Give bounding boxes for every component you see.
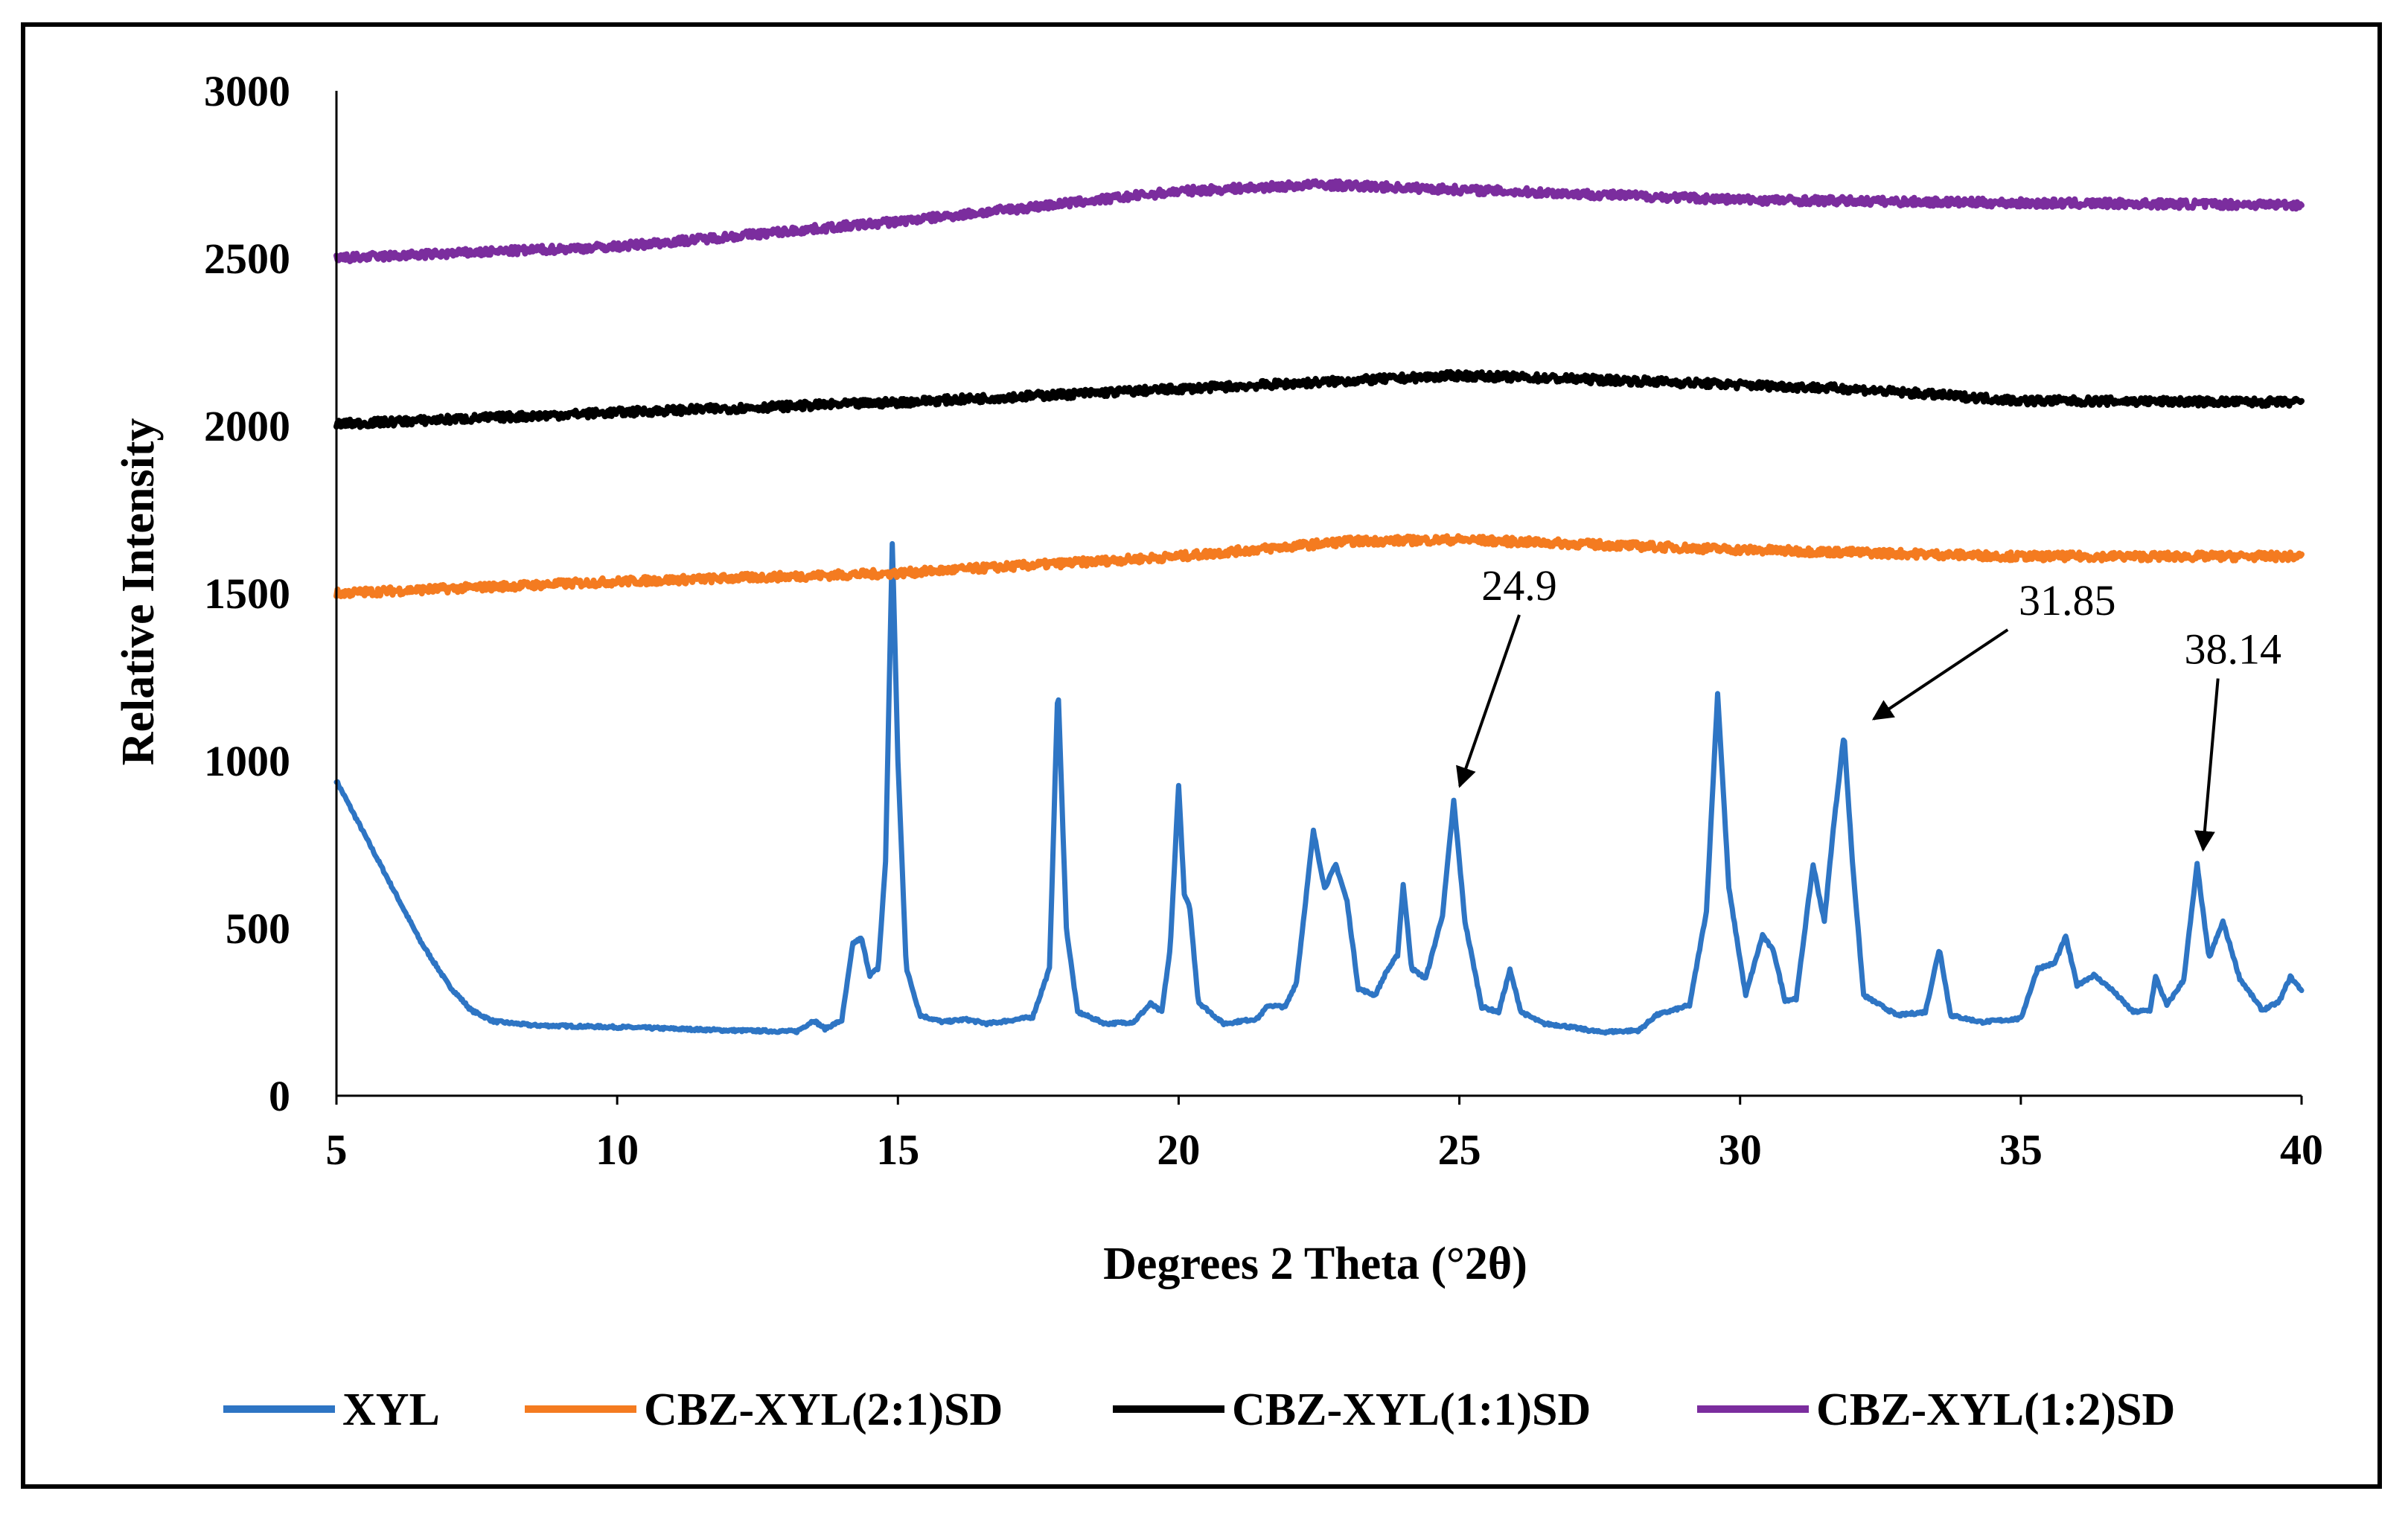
y-tick-label: 0	[269, 1072, 290, 1120]
x-tick-label: 10	[595, 1126, 639, 1174]
y-axis-title: Relative Intensity	[113, 418, 164, 766]
series-line-xyl	[333, 540, 2305, 1036]
y-tick-label: 500	[226, 904, 290, 953]
legend-label: CBZ-XYL(1:2)SD	[1816, 1385, 2175, 1435]
annotation-arrow	[1456, 614, 1521, 788]
y-tick-label: 1000	[204, 737, 290, 785]
legend-label: CBZ-XYL(2:1)SD	[644, 1385, 1003, 1435]
annotation-layer: 24.9 31.85 38.14	[1456, 561, 2281, 852]
x-tick-label: 35	[1999, 1126, 2043, 1174]
series-line-cbz-xyl-2-1-sd	[333, 533, 2305, 599]
y-tick-label: 2000	[204, 402, 290, 450]
x-tick-label: 40	[2280, 1126, 2323, 1174]
legend-label: XYL	[342, 1385, 440, 1435]
annotation-label: 38.14	[2184, 625, 2281, 674]
x-tick-label: 15	[876, 1126, 919, 1174]
x-tick-label: 5	[326, 1126, 348, 1174]
x-axis-title: Degrees 2 Theta (°2θ)	[1103, 1239, 1527, 1289]
series-line-cbz-xyl-1-2-sd	[333, 178, 2305, 264]
legend: XYL CBZ-XYL(2:1)SD CBZ-XYL(1:1)SD CBZ-XYL(1…	[223, 1385, 2175, 1435]
annotation-arrow	[1871, 628, 2009, 721]
annotation-label: 24.9	[1481, 561, 1557, 610]
y-tick-label: 1500	[204, 569, 290, 618]
x-tick-label: 20	[1157, 1126, 1200, 1174]
tick-layer: 0 500 1000 1500 2000 2500 3000 5 10 15 20 25 30 35 40	[204, 67, 2323, 1174]
y-tick-label: 3000	[204, 67, 290, 115]
x-tick-label: 30	[1719, 1126, 1762, 1174]
annotation-label: 31.85	[2019, 576, 2116, 625]
series-layer	[333, 178, 2305, 1036]
figure-frame	[21, 22, 2382, 1489]
y-tick-label: 2500	[204, 234, 290, 283]
annotation-arrow	[2194, 678, 2220, 852]
series-line-cbz-xyl-1-1-sd	[333, 368, 2305, 430]
x-tick-label: 25	[1438, 1126, 1481, 1174]
legend-label: CBZ-XYL(1:1)SD	[1232, 1385, 1591, 1435]
